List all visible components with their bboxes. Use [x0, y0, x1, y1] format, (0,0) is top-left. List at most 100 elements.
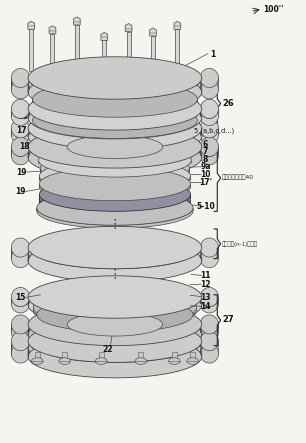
Polygon shape	[102, 40, 106, 71]
Polygon shape	[32, 99, 197, 120]
Polygon shape	[28, 248, 202, 282]
Text: 13: 13	[200, 292, 211, 302]
Polygon shape	[62, 352, 67, 358]
Polygon shape	[28, 320, 202, 362]
Text: 17': 17'	[199, 178, 212, 187]
Polygon shape	[200, 315, 218, 334]
Polygon shape	[200, 297, 218, 313]
Polygon shape	[11, 106, 30, 116]
Polygon shape	[28, 71, 202, 92]
Polygon shape	[39, 184, 190, 204]
Polygon shape	[67, 135, 163, 159]
Polygon shape	[200, 137, 218, 156]
Polygon shape	[33, 292, 196, 311]
Polygon shape	[39, 143, 191, 177]
Polygon shape	[101, 32, 108, 40]
Text: 23: 23	[14, 80, 25, 89]
Polygon shape	[174, 21, 181, 29]
Polygon shape	[37, 190, 193, 225]
Text: 18: 18	[19, 142, 29, 151]
Polygon shape	[28, 115, 202, 136]
Polygon shape	[138, 352, 143, 358]
Polygon shape	[11, 109, 30, 125]
Polygon shape	[28, 324, 202, 355]
Polygon shape	[200, 119, 218, 138]
Polygon shape	[29, 29, 33, 71]
Polygon shape	[200, 294, 218, 303]
Polygon shape	[32, 81, 197, 117]
Polygon shape	[39, 170, 190, 187]
Polygon shape	[11, 125, 30, 135]
Polygon shape	[33, 289, 196, 326]
Polygon shape	[11, 146, 30, 155]
Polygon shape	[125, 23, 132, 31]
Polygon shape	[49, 26, 56, 34]
Polygon shape	[175, 29, 179, 71]
Ellipse shape	[135, 358, 147, 364]
Text: 7: 7	[203, 147, 208, 156]
Polygon shape	[39, 146, 191, 163]
Ellipse shape	[187, 358, 198, 364]
Polygon shape	[200, 128, 218, 144]
Polygon shape	[67, 313, 163, 336]
Polygon shape	[11, 324, 30, 342]
Text: 27: 27	[222, 315, 234, 323]
Polygon shape	[28, 284, 202, 305]
Polygon shape	[39, 176, 190, 196]
Text: ⋮: ⋮	[109, 268, 121, 280]
Polygon shape	[200, 249, 218, 258]
Polygon shape	[39, 178, 190, 211]
Polygon shape	[37, 297, 193, 332]
Polygon shape	[200, 332, 218, 351]
Polygon shape	[11, 344, 30, 354]
Polygon shape	[151, 36, 155, 71]
Polygon shape	[33, 307, 196, 330]
Polygon shape	[28, 341, 202, 378]
Text: 1a: 1a	[129, 66, 140, 75]
Polygon shape	[28, 78, 202, 113]
Polygon shape	[11, 119, 30, 138]
Text: 3: 3	[205, 101, 211, 110]
Polygon shape	[32, 120, 197, 142]
Ellipse shape	[32, 358, 43, 364]
Polygon shape	[37, 194, 193, 211]
Polygon shape	[28, 57, 202, 99]
Polygon shape	[37, 315, 193, 335]
Text: 5 (a,b,c,d...): 5 (a,b,c,d...)	[194, 127, 234, 134]
Polygon shape	[172, 352, 177, 358]
Polygon shape	[37, 208, 193, 228]
Polygon shape	[190, 352, 195, 358]
Polygon shape	[28, 226, 202, 269]
Polygon shape	[75, 25, 79, 71]
Polygon shape	[39, 160, 191, 180]
Polygon shape	[200, 344, 218, 354]
Polygon shape	[11, 78, 30, 99]
Polygon shape	[39, 194, 190, 221]
Text: 8: 8	[203, 155, 208, 164]
Polygon shape	[11, 147, 30, 165]
Polygon shape	[40, 168, 190, 187]
Polygon shape	[200, 238, 218, 257]
Polygon shape	[200, 248, 218, 268]
Polygon shape	[35, 352, 40, 358]
Polygon shape	[200, 147, 218, 165]
Polygon shape	[28, 147, 202, 179]
Text: 6: 6	[203, 140, 208, 149]
Polygon shape	[200, 323, 218, 332]
Text: 5-10: 5-10	[196, 202, 215, 211]
Polygon shape	[28, 335, 202, 357]
Polygon shape	[11, 249, 30, 258]
Polygon shape	[32, 102, 197, 138]
Text: 12: 12	[200, 280, 211, 289]
Polygon shape	[40, 155, 190, 171]
Polygon shape	[11, 294, 30, 303]
Text: ⋮: ⋮	[109, 218, 121, 231]
Polygon shape	[28, 21, 35, 29]
Polygon shape	[200, 80, 218, 89]
Polygon shape	[28, 107, 202, 150]
Polygon shape	[39, 187, 190, 204]
Ellipse shape	[169, 358, 180, 364]
Text: 2: 2	[196, 78, 201, 86]
Polygon shape	[11, 80, 30, 89]
Text: 26: 26	[222, 99, 234, 108]
